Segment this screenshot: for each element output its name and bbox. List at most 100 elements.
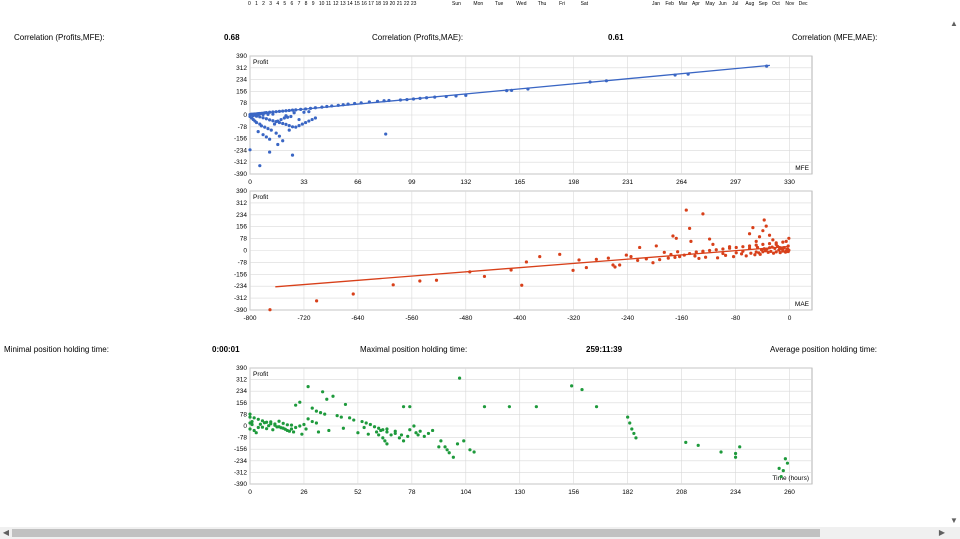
scroll-down-icon[interactable]: ▼ bbox=[950, 516, 958, 525]
data-point bbox=[393, 429, 397, 433]
data-point bbox=[284, 109, 288, 113]
data-point bbox=[314, 421, 319, 425]
data-point bbox=[248, 148, 252, 152]
data-point bbox=[248, 427, 252, 431]
data-point bbox=[307, 110, 311, 114]
data-point bbox=[258, 115, 262, 119]
data-point bbox=[271, 112, 275, 116]
hours-axis: 0 1 2 3 4 5 6 7 8 9 10 11 12 13 14 15 16 17 18 19 20 21 22 23 bbox=[248, 0, 423, 10]
data-point bbox=[771, 238, 775, 242]
data-point bbox=[405, 97, 409, 102]
data-point bbox=[290, 153, 295, 157]
data-point bbox=[287, 123, 291, 128]
hour-tick-label: 11 bbox=[325, 1, 332, 7]
data-point bbox=[268, 308, 272, 312]
data-point bbox=[666, 256, 670, 260]
horizontal-scroll-thumb[interactable] bbox=[12, 529, 820, 537]
data-point bbox=[747, 232, 752, 236]
data-point bbox=[289, 423, 294, 427]
data-point bbox=[313, 116, 317, 120]
x-axis-label: Time (hours) bbox=[772, 475, 809, 482]
data-point bbox=[399, 433, 404, 437]
x-tick-label: 297 bbox=[730, 179, 741, 186]
data-point bbox=[509, 88, 514, 92]
data-point bbox=[731, 255, 736, 259]
data-point bbox=[401, 439, 406, 443]
data-point bbox=[611, 263, 615, 267]
hour-tick-label: 19 bbox=[382, 1, 389, 7]
y-tick-label: -312 bbox=[234, 469, 247, 476]
data-point bbox=[281, 109, 285, 113]
weekdays-axis: Sun Mon Tue Wed Thu Fri Sat bbox=[452, 0, 602, 10]
data-point bbox=[651, 261, 655, 265]
data-point bbox=[367, 100, 371, 104]
data-point bbox=[336, 103, 340, 107]
x-tick-label: 260 bbox=[784, 489, 795, 496]
data-point bbox=[783, 457, 787, 461]
data-point bbox=[626, 415, 630, 419]
data-point bbox=[594, 405, 599, 409]
data-point bbox=[374, 430, 379, 434]
horizontal-scrollbar[interactable]: ◀ ▶ bbox=[0, 527, 948, 539]
data-point bbox=[277, 120, 282, 125]
hour-tick-label: 16 bbox=[361, 1, 367, 7]
trend-line bbox=[249, 64, 770, 115]
data-point bbox=[385, 430, 389, 434]
data-point bbox=[284, 114, 288, 118]
corner-label: Profit bbox=[253, 59, 268, 66]
data-point bbox=[638, 245, 642, 250]
y-tick-label: 156 bbox=[236, 400, 247, 407]
data-point bbox=[634, 436, 638, 440]
data-point bbox=[571, 268, 575, 272]
data-point bbox=[325, 104, 329, 109]
x-tick-label: -720 bbox=[297, 315, 310, 322]
x-tick-label: -240 bbox=[621, 315, 634, 322]
data-point bbox=[526, 87, 530, 91]
data-point bbox=[366, 432, 370, 436]
hour-tick-label: 20 bbox=[389, 1, 396, 7]
data-point bbox=[271, 119, 275, 123]
scroll-left-icon[interactable]: ◀ bbox=[2, 528, 10, 537]
x-tick-label: 0 bbox=[248, 179, 252, 186]
corr-mfe-mae-label: Correlation (MFE,MAE): bbox=[792, 33, 878, 42]
data-point bbox=[711, 242, 715, 246]
data-point bbox=[315, 299, 319, 303]
data-point bbox=[719, 450, 723, 454]
y-tick-label: 156 bbox=[236, 224, 247, 231]
data-point bbox=[662, 250, 666, 254]
x-tick-label: -400 bbox=[513, 315, 526, 322]
month-tick-label: Jun bbox=[718, 1, 727, 7]
data-point bbox=[741, 245, 745, 249]
data-point bbox=[282, 116, 286, 120]
data-point bbox=[765, 247, 769, 251]
data-point bbox=[697, 256, 701, 261]
x-axis-label: MFE bbox=[795, 165, 809, 172]
x-tick-label: -80 bbox=[731, 315, 741, 322]
data-point bbox=[272, 122, 277, 126]
x-tick-label: -560 bbox=[405, 315, 418, 322]
y-tick-label: -234 bbox=[234, 147, 247, 154]
y-tick-label: 390 bbox=[236, 53, 247, 60]
hour-tick-label: 0 bbox=[248, 1, 251, 7]
data-point bbox=[377, 433, 381, 437]
x-tick-label: 99 bbox=[408, 179, 416, 186]
x-tick-label: 165 bbox=[514, 179, 525, 186]
data-point bbox=[761, 242, 765, 246]
data-point bbox=[264, 135, 268, 139]
data-point bbox=[302, 422, 306, 427]
data-point bbox=[747, 244, 752, 248]
data-point bbox=[277, 109, 282, 113]
vertical-scrollbar[interactable]: ▲ ▼ bbox=[948, 0, 960, 527]
x-tick-label: 264 bbox=[676, 179, 687, 186]
scroll-up-icon[interactable]: ▲ bbox=[950, 19, 958, 28]
data-point bbox=[618, 263, 622, 267]
hour-tick-label: 12 bbox=[333, 1, 339, 7]
data-point bbox=[346, 102, 350, 106]
x-tick-label: -640 bbox=[351, 315, 364, 322]
max-hold-value: 259:11:39 bbox=[586, 345, 623, 354]
data-point bbox=[306, 384, 310, 389]
x-tick-label: 66 bbox=[354, 179, 362, 186]
data-point bbox=[588, 80, 592, 84]
scroll-right-icon[interactable]: ▶ bbox=[938, 528, 946, 537]
